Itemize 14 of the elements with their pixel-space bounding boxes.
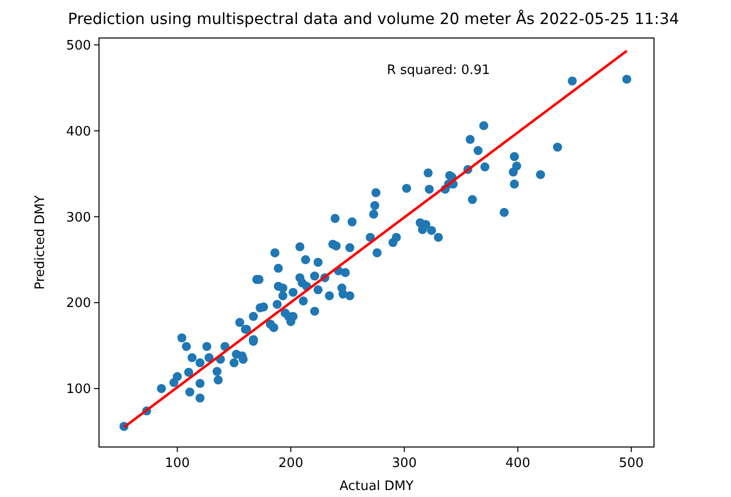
y-axis-title: Predicted DMY (33, 195, 48, 290)
x-axis-title: Actual DMY (339, 479, 414, 494)
y-tick-label: 300 (66, 210, 91, 226)
x-tick-label: 100 (164, 456, 190, 471)
y-tick-label: 200 (66, 296, 91, 312)
y-tick-label: 400 (66, 124, 91, 140)
x-tick-label: 400 (505, 456, 530, 471)
y-tick-label: 100 (66, 382, 91, 398)
x-tick-label: 200 (278, 456, 304, 471)
y-tick-label: 500 (66, 38, 91, 54)
annotation: R squared: 0.91 (386, 63, 490, 78)
x-tick-label: 300 (392, 456, 417, 471)
x-tick-label: 500 (618, 456, 644, 471)
chart-title: Prediction using multispectral data and volume 20 meter Ås 2022-05-25 11:34 (68, 9, 680, 28)
